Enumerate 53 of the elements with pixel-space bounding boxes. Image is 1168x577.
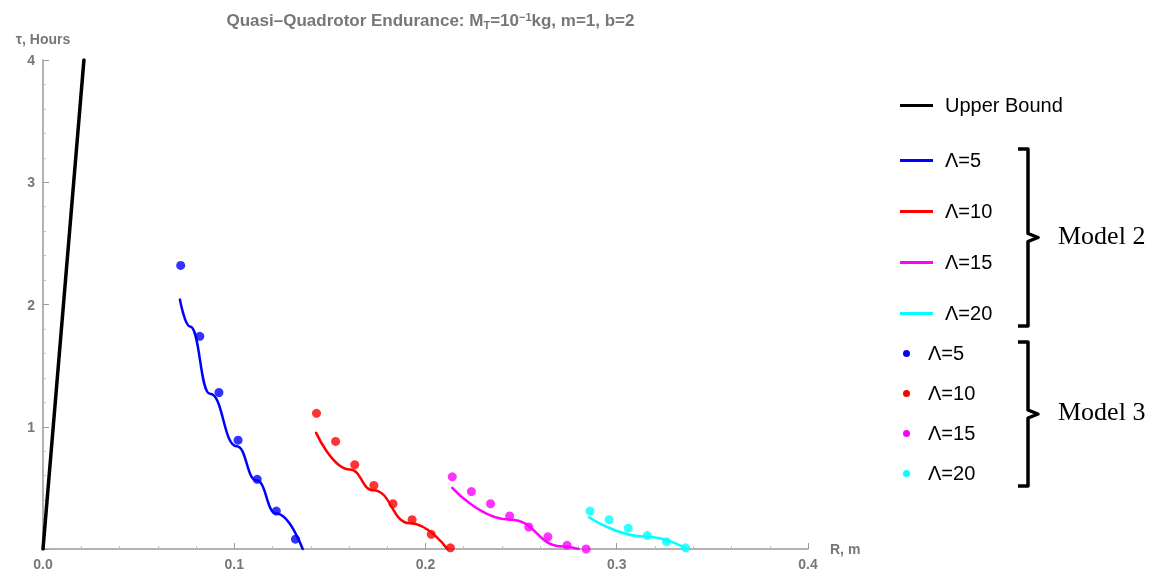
x-tick-label: 0.3 bbox=[607, 556, 627, 572]
legend-label: Λ=10 bbox=[945, 199, 993, 223]
point bbox=[445, 543, 455, 553]
point bbox=[233, 435, 243, 445]
legend-label: Upper Bound bbox=[945, 93, 1063, 117]
point bbox=[176, 260, 186, 270]
point bbox=[271, 506, 281, 516]
x-tick-label: 0.4 bbox=[798, 556, 818, 572]
legend-label: Λ=15 bbox=[928, 421, 976, 445]
point bbox=[312, 408, 321, 418]
x-tick-label: 0.1 bbox=[224, 556, 245, 572]
line-series bbox=[451, 486, 580, 551]
legend-label: Λ=10 bbox=[928, 381, 976, 405]
point bbox=[681, 543, 691, 553]
point bbox=[543, 532, 553, 542]
point bbox=[447, 472, 457, 482]
point bbox=[426, 529, 436, 539]
legend-label: Λ=20 bbox=[928, 461, 976, 485]
point bbox=[661, 537, 671, 547]
point bbox=[466, 487, 476, 497]
point bbox=[350, 460, 360, 470]
legend-label: Λ=5 bbox=[945, 148, 982, 172]
y-axis-title: τ, Hours bbox=[15, 31, 71, 47]
point bbox=[604, 515, 614, 525]
point bbox=[214, 388, 224, 398]
point bbox=[562, 540, 572, 550]
point bbox=[195, 331, 205, 341]
y-tick-label: 4 bbox=[27, 52, 36, 68]
y-tick-label: 3 bbox=[27, 174, 36, 191]
point bbox=[581, 544, 591, 554]
point bbox=[331, 436, 341, 446]
line-series bbox=[178, 298, 304, 551]
text: Model 3 bbox=[1058, 397, 1146, 427]
point bbox=[388, 499, 398, 509]
point bbox=[505, 511, 515, 521]
y-tick-label: 2 bbox=[27, 296, 36, 313]
y-tick-label: 1 bbox=[27, 418, 36, 435]
point bbox=[642, 531, 652, 541]
x-axis-title: R, m bbox=[830, 541, 861, 557]
legend-label: Λ=15 bbox=[945, 250, 993, 274]
point bbox=[623, 523, 633, 533]
point bbox=[524, 522, 534, 532]
point bbox=[252, 474, 262, 484]
point bbox=[407, 515, 417, 525]
legend-label: Λ=20 bbox=[945, 301, 993, 325]
text: Model 2 bbox=[1058, 220, 1146, 251]
point bbox=[369, 480, 379, 490]
legend-label: Λ=5 bbox=[928, 341, 965, 365]
point bbox=[585, 506, 595, 516]
point bbox=[486, 499, 496, 509]
point bbox=[290, 534, 300, 544]
x-tick-label: 0.2 bbox=[415, 556, 436, 572]
x-tick-label: 0.0 bbox=[33, 556, 53, 572]
